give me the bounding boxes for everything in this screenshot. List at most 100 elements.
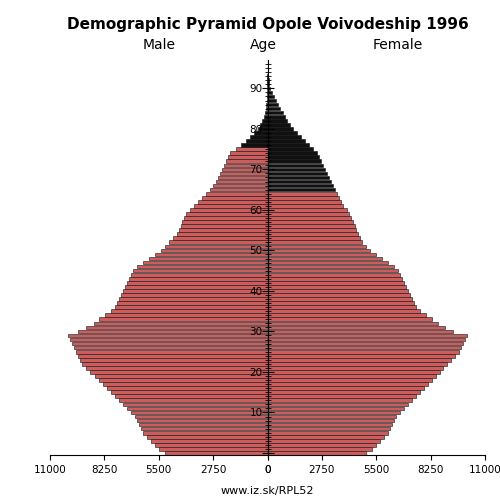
Bar: [268, 418, 394, 422]
Bar: [90, 370, 268, 374]
Bar: [268, 431, 388, 434]
Bar: [268, 139, 305, 143]
Bar: [268, 148, 313, 151]
Bar: [228, 156, 268, 159]
Bar: [268, 289, 408, 292]
Text: Demographic Pyramid Opole Voivodeship 1996: Demographic Pyramid Opole Voivodeship 19…: [66, 18, 468, 32]
Bar: [164, 244, 268, 248]
Bar: [268, 370, 440, 374]
Bar: [268, 156, 319, 159]
Bar: [268, 273, 400, 276]
Bar: [123, 402, 268, 406]
Bar: [143, 431, 268, 434]
Bar: [121, 293, 268, 297]
Bar: [268, 123, 290, 126]
Bar: [236, 148, 268, 151]
Bar: [176, 232, 268, 236]
Bar: [155, 252, 268, 256]
Bar: [268, 366, 444, 370]
Bar: [268, 208, 346, 212]
Bar: [129, 277, 268, 280]
Bar: [180, 224, 268, 228]
Bar: [268, 306, 416, 309]
Bar: [143, 260, 268, 264]
Bar: [100, 378, 268, 382]
Bar: [131, 410, 268, 414]
Bar: [131, 273, 268, 276]
Bar: [268, 144, 309, 147]
Bar: [104, 382, 268, 386]
Bar: [230, 152, 268, 155]
Bar: [268, 115, 285, 118]
Bar: [268, 447, 372, 450]
Bar: [115, 394, 268, 398]
Bar: [178, 228, 268, 232]
Bar: [268, 358, 452, 362]
Bar: [268, 310, 420, 313]
Bar: [115, 306, 268, 309]
Bar: [135, 414, 268, 418]
Bar: [268, 111, 282, 114]
Bar: [268, 204, 342, 208]
Bar: [78, 330, 268, 334]
Bar: [258, 127, 268, 130]
Bar: [78, 354, 268, 358]
Bar: [268, 220, 352, 224]
Bar: [141, 427, 268, 430]
Bar: [268, 330, 454, 334]
Bar: [182, 220, 268, 224]
Bar: [260, 123, 268, 126]
Bar: [80, 358, 268, 362]
Bar: [268, 131, 297, 134]
Bar: [224, 164, 268, 167]
Bar: [210, 188, 268, 192]
Bar: [76, 350, 268, 354]
Bar: [268, 236, 360, 240]
Bar: [96, 374, 268, 378]
Bar: [100, 318, 268, 321]
Bar: [268, 216, 350, 220]
Bar: [268, 184, 333, 188]
Bar: [268, 342, 463, 345]
Bar: [268, 192, 336, 196]
Bar: [268, 232, 358, 236]
Bar: [94, 322, 268, 325]
Bar: [164, 451, 268, 455]
Bar: [262, 119, 268, 122]
Bar: [268, 334, 467, 338]
Bar: [268, 394, 416, 398]
Bar: [268, 260, 388, 264]
Bar: [218, 176, 268, 180]
Bar: [268, 228, 356, 232]
Bar: [206, 192, 268, 196]
Bar: [74, 346, 268, 350]
Bar: [268, 82, 270, 86]
Bar: [139, 423, 268, 426]
Bar: [268, 338, 465, 342]
Bar: [82, 362, 268, 366]
Bar: [86, 326, 268, 329]
Bar: [226, 160, 268, 163]
Bar: [72, 342, 268, 345]
Bar: [268, 107, 280, 110]
Bar: [137, 418, 268, 422]
Bar: [268, 135, 301, 139]
Bar: [127, 281, 268, 284]
Bar: [268, 451, 366, 455]
Bar: [268, 297, 412, 301]
Bar: [268, 410, 400, 414]
Text: Male: Male: [142, 38, 176, 52]
Bar: [268, 212, 348, 216]
Bar: [268, 127, 293, 130]
Bar: [268, 248, 370, 252]
Bar: [268, 378, 432, 382]
Bar: [268, 176, 329, 180]
Bar: [268, 390, 420, 394]
Bar: [268, 423, 392, 426]
Bar: [151, 439, 268, 442]
Text: Female: Female: [373, 38, 423, 52]
Bar: [268, 164, 323, 167]
Bar: [268, 362, 448, 366]
Bar: [266, 102, 268, 106]
Bar: [268, 386, 424, 390]
